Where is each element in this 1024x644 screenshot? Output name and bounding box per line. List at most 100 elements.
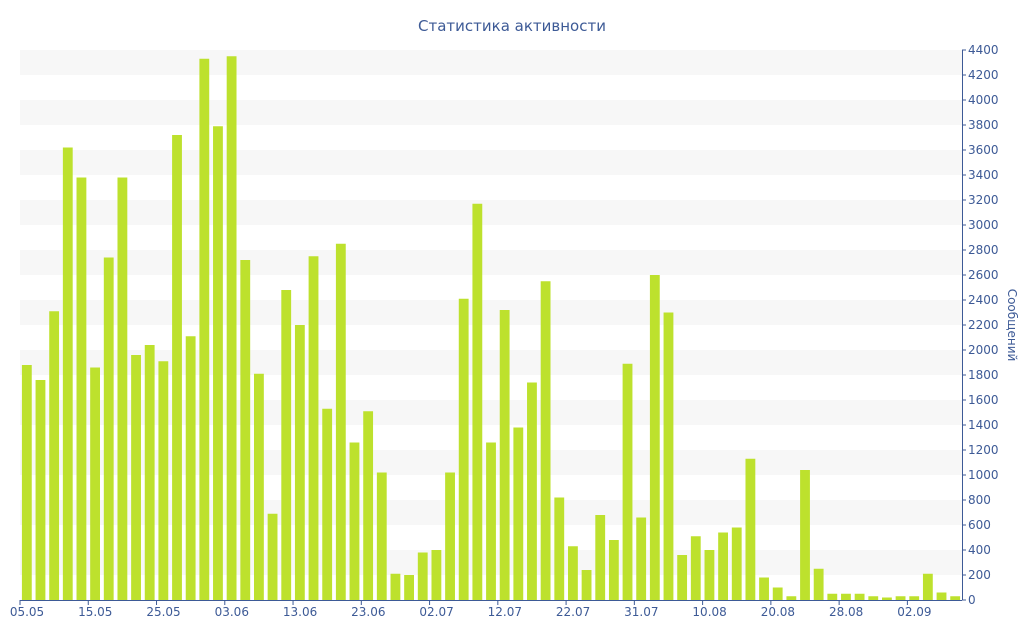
- bar: [636, 517, 647, 600]
- x-tick-label: 02.09: [897, 605, 931, 619]
- bar: [376, 472, 387, 600]
- bar: [144, 345, 155, 600]
- x-tick-label: 28.08: [829, 605, 863, 619]
- y-tick-label: 2400: [968, 293, 999, 307]
- y-tick-label: 600: [968, 518, 991, 532]
- y-tick-label: 200: [968, 568, 991, 582]
- bar: [363, 411, 374, 600]
- bar: [390, 573, 401, 600]
- y-tick-label: 3600: [968, 143, 999, 157]
- y-tick-label: 1400: [968, 418, 999, 432]
- bar: [772, 587, 783, 600]
- x-tick-label: 20.08: [761, 605, 795, 619]
- bar: [922, 573, 933, 600]
- x-tick-label: 31.07: [624, 605, 658, 619]
- bar: [458, 298, 469, 600]
- bar: [240, 260, 251, 600]
- bar: [513, 427, 524, 600]
- bar: [568, 546, 578, 600]
- bar: [335, 243, 346, 600]
- bar: [199, 58, 210, 600]
- bar: [731, 527, 742, 600]
- x-axis-ticks: 05.05 15.05 25.05 03.06 13.06 23.06 02.07 12.07…: [10, 600, 932, 619]
- bar-series: [21, 56, 961, 600]
- y-tick-label: 1600: [968, 393, 999, 407]
- grid-band: [20, 250, 962, 275]
- bar: [813, 568, 824, 600]
- bar: [622, 363, 633, 600]
- bar: [786, 596, 797, 600]
- bar: [472, 203, 483, 600]
- bar: [349, 442, 360, 600]
- y-tick-label: 2200: [968, 318, 999, 332]
- bar: [62, 147, 73, 600]
- bar: [185, 336, 196, 600]
- bar: [213, 126, 223, 600]
- bar: [131, 355, 141, 600]
- bar: [486, 442, 496, 600]
- bar: [308, 256, 319, 600]
- bar: [595, 515, 606, 600]
- bar: [172, 135, 182, 600]
- bar: [800, 470, 810, 600]
- y-tick-label: 3800: [968, 118, 999, 132]
- bar: [882, 597, 892, 600]
- x-tick-label: 02.07: [419, 605, 453, 619]
- bar: [90, 367, 100, 600]
- bar: [117, 177, 128, 600]
- bar: [895, 596, 906, 600]
- bar: [103, 257, 114, 600]
- x-tick-label: 12.07: [488, 605, 522, 619]
- bar: [649, 275, 660, 600]
- bar: [254, 373, 264, 600]
- grid-band: [20, 150, 962, 175]
- y-axis-label: Сообщений: [1005, 289, 1019, 362]
- bar: [431, 550, 442, 600]
- y-tick-label: 4400: [968, 43, 999, 57]
- x-tick-label: 15.05: [78, 605, 112, 619]
- y-tick-label: 4000: [968, 93, 999, 107]
- bar: [950, 596, 961, 600]
- bar: [445, 472, 455, 600]
- bar: [281, 290, 292, 600]
- y-tick-label: 3200: [968, 193, 999, 207]
- x-tick-label: 23.06: [351, 605, 385, 619]
- y-tick-label: 800: [968, 493, 991, 507]
- bar: [704, 550, 715, 600]
- bar: [540, 281, 551, 600]
- y-tick-label: 2600: [968, 268, 999, 282]
- y-tick-label: 1200: [968, 443, 999, 457]
- y-tick-label: 2000: [968, 343, 999, 357]
- x-tick-label: 03.06: [215, 605, 249, 619]
- bar: [854, 593, 865, 600]
- bar: [76, 177, 87, 600]
- bar: [868, 596, 879, 600]
- bar: [690, 536, 701, 600]
- bar: [759, 577, 769, 600]
- bar: [663, 312, 674, 600]
- bar: [49, 311, 60, 600]
- bar: [499, 310, 510, 600]
- bar: [909, 596, 920, 600]
- grid-band: [20, 300, 962, 325]
- bar: [745, 458, 756, 600]
- bar: [35, 380, 46, 600]
- bar: [294, 325, 305, 600]
- x-tick-label: 13.06: [283, 605, 317, 619]
- chart-title: Статистика активности: [418, 17, 606, 35]
- y-axis-ticks: 0 200 400 600 800 1000 1200 1400 1600 1800 2000 220…: [962, 43, 999, 607]
- bar: [936, 592, 947, 600]
- bar: [608, 540, 619, 600]
- y-tick-label: 4200: [968, 68, 999, 82]
- grid-band: [20, 50, 962, 75]
- y-tick-label: 400: [968, 543, 991, 557]
- bar: [718, 532, 728, 600]
- y-tick-label: 3400: [968, 168, 999, 182]
- x-tick-label: 25.05: [146, 605, 180, 619]
- bar: [322, 408, 333, 600]
- bar: [677, 555, 688, 600]
- bar: [226, 56, 237, 600]
- x-tick-label: 22.07: [556, 605, 590, 619]
- y-tick-label: 1000: [968, 468, 999, 482]
- x-tick-label: 10.08: [692, 605, 726, 619]
